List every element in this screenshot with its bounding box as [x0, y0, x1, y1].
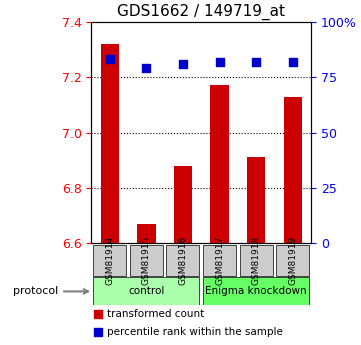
FancyBboxPatch shape [277, 245, 309, 276]
Point [180, 61, 186, 67]
Point [217, 59, 222, 65]
FancyBboxPatch shape [93, 277, 200, 305]
Text: transformed count: transformed count [107, 309, 204, 319]
FancyBboxPatch shape [203, 277, 309, 305]
FancyBboxPatch shape [240, 245, 273, 276]
FancyBboxPatch shape [93, 245, 126, 276]
Point [143, 66, 149, 71]
Text: GSM81917: GSM81917 [215, 236, 224, 285]
Text: GSM81918: GSM81918 [252, 236, 261, 285]
Title: GDS1662 / 149719_at: GDS1662 / 149719_at [117, 4, 285, 20]
Text: percentile rank within the sample: percentile rank within the sample [107, 327, 283, 337]
Text: control: control [128, 286, 165, 296]
Point [95, 312, 101, 317]
Bar [174, 166, 192, 243]
Text: GSM81916: GSM81916 [178, 236, 187, 285]
FancyBboxPatch shape [130, 245, 163, 276]
Text: Enigma knockdown: Enigma knockdown [205, 286, 307, 296]
Point [290, 59, 296, 65]
Point [107, 57, 113, 62]
FancyBboxPatch shape [203, 245, 236, 276]
Point [95, 329, 101, 335]
Text: GSM81915: GSM81915 [142, 236, 151, 285]
Bar [247, 157, 265, 243]
Bar [137, 224, 156, 243]
Point [253, 59, 259, 65]
Bar [284, 97, 302, 243]
Text: protocol: protocol [13, 286, 88, 296]
Text: GSM81919: GSM81919 [288, 236, 297, 285]
Text: GSM81914: GSM81914 [105, 236, 114, 285]
Bar [101, 44, 119, 243]
Bar [210, 86, 229, 243]
FancyBboxPatch shape [166, 245, 200, 276]
